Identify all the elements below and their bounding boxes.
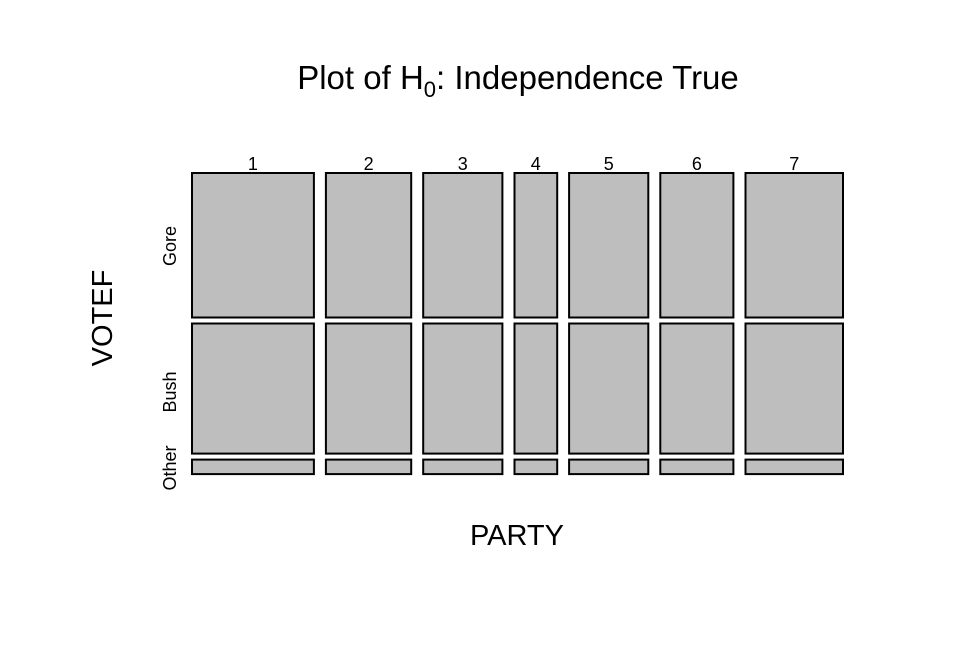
tile-col-7-bush: [744, 322, 844, 455]
tile-col-4-bush: [513, 322, 559, 455]
tile-col-6-other: [659, 458, 735, 476]
column-label-5: 5: [604, 154, 614, 174]
column-labels: 1 2 3 4 5 6 7: [248, 154, 799, 174]
title-prefix: Plot of H: [297, 59, 424, 96]
tile-col-6-bush: [659, 322, 735, 455]
column-label-4: 4: [531, 154, 541, 174]
tile-col-5-other: [568, 458, 650, 476]
tile-col-2-gore: [324, 172, 413, 319]
row-labels: Gore Bush Other: [160, 226, 180, 491]
tile-col-3-other: [422, 458, 504, 476]
row-label-bush: Bush: [160, 371, 180, 412]
tile-col-3-gore: [422, 172, 504, 319]
tile-col-1-other: [191, 458, 315, 476]
row-label-other: Other: [160, 445, 180, 490]
tile-col-7-other: [744, 458, 844, 476]
tile-col-5-gore: [568, 172, 650, 319]
tile-col-4-other: [513, 458, 559, 476]
column-label-7: 7: [789, 154, 799, 174]
title-suffix: : Independence True: [436, 59, 739, 96]
tile-col-1-gore: [191, 172, 315, 319]
tile-col-4-gore: [513, 172, 559, 319]
mosaic-tiles: [191, 172, 844, 476]
column-label-2: 2: [364, 154, 374, 174]
tile-col-2-bush: [324, 322, 413, 455]
title-subscript: 0: [424, 77, 436, 102]
x-axis-title: PARTY: [470, 520, 564, 552]
y-axis-title: VOTEF: [87, 270, 119, 367]
tile-col-3-bush: [422, 322, 504, 455]
row-label-gore: Gore: [160, 226, 180, 266]
tile-col-5-bush: [568, 322, 650, 455]
tile-col-6-gore: [659, 172, 735, 319]
chart-title: Plot of H0: Independence True: [297, 59, 739, 102]
tile-col-2-other: [324, 458, 413, 476]
column-label-3: 3: [458, 154, 468, 174]
column-label-1: 1: [248, 154, 258, 174]
tile-col-7-gore: [744, 172, 844, 319]
tile-col-1-bush: [191, 322, 315, 455]
column-label-6: 6: [692, 154, 702, 174]
